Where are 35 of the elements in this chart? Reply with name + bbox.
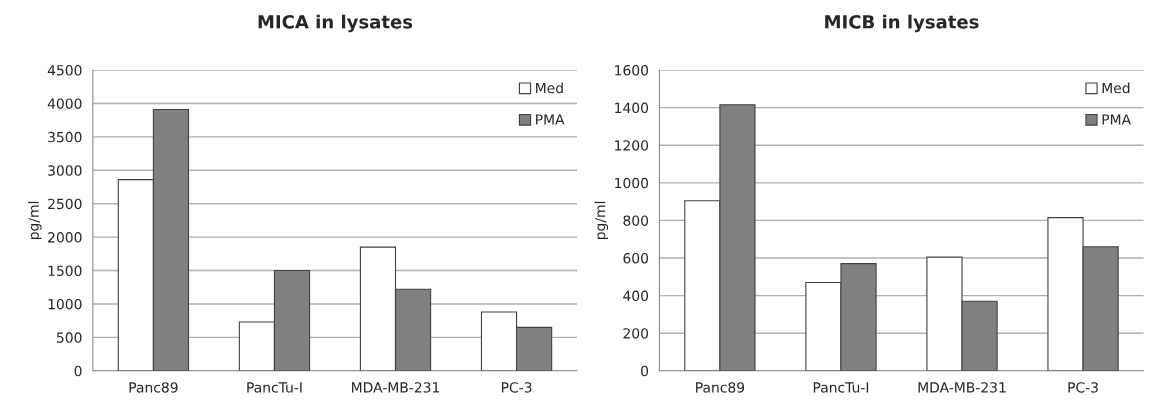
- x-tick-label: PC-3: [501, 382, 532, 393]
- y-tick-label: 1000: [615, 177, 649, 189]
- y-axis-title: pg/ml: [594, 201, 609, 240]
- y-tick-label: 1000: [48, 298, 82, 310]
- x-tick-label: PancTu-I: [813, 382, 869, 393]
- y-tick-label: 600: [623, 252, 649, 264]
- y-tick-label: 3000: [48, 165, 82, 176]
- y-tick-label: 500: [57, 332, 82, 343]
- x-tick-label: PC-3: [1068, 382, 1098, 393]
- y-tick-label: 2500: [48, 198, 82, 210]
- legend-label: PMA: [536, 114, 565, 125]
- y-tick-label: 4000: [47, 98, 82, 109]
- y-tick-label: 400: [623, 290, 649, 302]
- y-axis-title: pg/ml: [28, 201, 42, 240]
- legend-label: Med: [536, 82, 563, 94]
- y-tick-label: 0: [74, 365, 82, 377]
- y-tick-label: 0: [641, 365, 649, 377]
- x-tick-label: Panc89: [696, 382, 745, 393]
- y-tick-label: 3500: [48, 131, 82, 143]
- y-tick-label: 800: [623, 215, 649, 226]
- chart-title: MICA in lysates: [258, 14, 413, 33]
- chart-title: MICB in lysates: [825, 14, 979, 33]
- x-tick-label: MDA-MB-231: [352, 382, 440, 393]
- y-tick-label: 1600: [615, 65, 649, 76]
- y-tick-label: 1500: [48, 265, 82, 277]
- legend-label: PMA: [1102, 114, 1131, 125]
- y-tick-label: 1200: [615, 140, 649, 151]
- x-tick-label: Panc89: [129, 382, 178, 393]
- y-tick-label: 200: [623, 328, 649, 339]
- y-tick-label: 1400: [615, 102, 649, 114]
- x-tick-label: MDA-MB-231: [918, 382, 1006, 393]
- y-tick-label: 2000: [48, 232, 82, 243]
- legend-label: Med: [1102, 82, 1130, 94]
- x-tick-label: PancTu-I: [247, 382, 302, 393]
- y-tick-label: 4500: [47, 65, 82, 76]
